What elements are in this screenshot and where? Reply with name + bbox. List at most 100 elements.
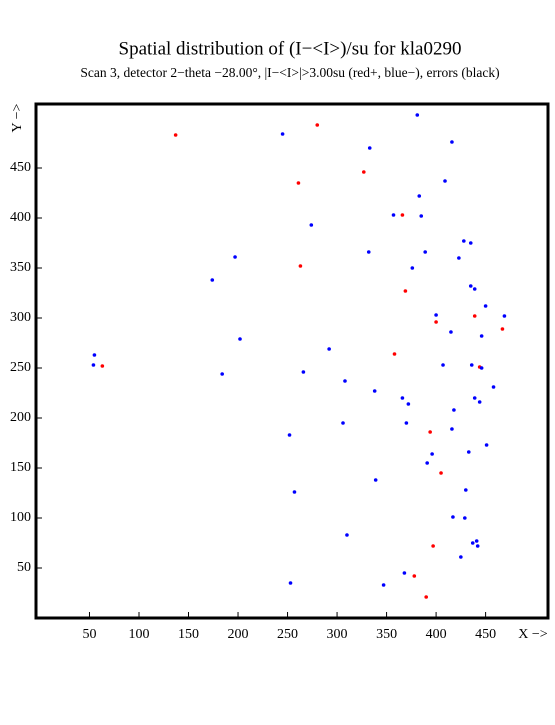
y-tick-label: 400 <box>10 210 31 225</box>
x-tick-label: 250 <box>277 627 298 642</box>
point <box>434 313 438 317</box>
point <box>464 488 468 492</box>
point <box>472 396 477 400</box>
point <box>502 314 507 318</box>
point <box>402 571 407 575</box>
point <box>373 478 378 482</box>
point <box>472 314 477 318</box>
x-tick-label: 50 <box>82 627 96 642</box>
point <box>479 366 484 370</box>
point <box>392 352 397 356</box>
point <box>372 389 377 393</box>
y-tick-label: 300 <box>10 310 31 325</box>
point <box>327 347 331 351</box>
point <box>292 490 297 494</box>
point <box>434 320 438 324</box>
x-tick-label: 450 <box>475 627 496 642</box>
point <box>404 421 409 425</box>
plot-frame <box>34 102 550 620</box>
point <box>381 583 386 587</box>
point <box>441 363 445 367</box>
x-tick-label: 100 <box>128 627 149 642</box>
point <box>309 223 314 227</box>
point <box>424 595 428 599</box>
point <box>406 402 411 406</box>
point <box>419 214 424 218</box>
y-tick-label: 200 <box>10 410 31 425</box>
point <box>400 213 405 217</box>
point <box>301 370 306 374</box>
point <box>91 363 96 367</box>
point <box>462 239 466 243</box>
point <box>430 452 434 456</box>
point <box>475 544 480 548</box>
point <box>361 170 366 174</box>
point <box>463 516 467 520</box>
y-axis-label: Y −> <box>10 103 25 132</box>
point <box>280 132 285 136</box>
y-tick-label: 50 <box>17 560 31 575</box>
point <box>423 250 427 254</box>
x-tick-label: 350 <box>376 627 397 642</box>
point <box>451 515 455 519</box>
point <box>341 421 345 425</box>
point <box>100 364 105 368</box>
point <box>450 427 454 431</box>
point <box>296 181 301 185</box>
point <box>452 408 456 412</box>
point <box>343 379 347 383</box>
x-tick-label: 200 <box>228 627 249 642</box>
point <box>210 278 215 282</box>
point <box>173 133 178 137</box>
point <box>412 574 417 578</box>
point <box>450 140 454 144</box>
point <box>469 363 474 367</box>
point <box>298 264 303 268</box>
y-tick-label: 450 <box>10 160 31 175</box>
point <box>500 327 505 331</box>
y-tick-label: 100 <box>10 510 31 525</box>
point <box>484 443 489 447</box>
point <box>367 146 372 150</box>
point <box>477 400 482 404</box>
point <box>345 533 349 537</box>
point <box>315 123 320 127</box>
point <box>238 337 242 341</box>
x-tick-label: 400 <box>426 627 447 642</box>
y-tick-label: 350 <box>10 260 31 275</box>
point <box>457 256 461 260</box>
point <box>288 581 293 585</box>
y-tick-label: 150 <box>10 460 31 475</box>
point <box>428 430 432 434</box>
point <box>366 250 371 254</box>
point <box>403 289 408 293</box>
point <box>474 539 479 543</box>
point <box>425 461 429 465</box>
point <box>233 255 237 259</box>
point <box>479 334 484 338</box>
chart-title: Spatial distribution of (I−<I>)/su for k… <box>119 38 462 59</box>
point <box>220 372 224 376</box>
x-axis-label: X −> <box>518 627 548 642</box>
point <box>391 213 396 217</box>
y-tick-label: 250 <box>10 360 31 375</box>
point <box>443 179 447 183</box>
point <box>431 544 435 548</box>
point <box>417 194 422 198</box>
point <box>470 541 475 545</box>
point <box>466 450 471 454</box>
point <box>92 353 97 357</box>
point <box>410 266 415 270</box>
point <box>439 471 443 475</box>
point <box>287 433 292 437</box>
x-tick-label: 150 <box>178 627 199 642</box>
point <box>400 396 405 400</box>
point <box>468 284 473 288</box>
x-tick-label: 300 <box>327 627 348 642</box>
point <box>415 113 420 117</box>
point <box>483 304 488 308</box>
point <box>459 555 463 559</box>
point <box>449 330 453 334</box>
chart-subtitle: Scan 3, detector 2−theta −28.00°, |I−<I>… <box>80 65 499 80</box>
